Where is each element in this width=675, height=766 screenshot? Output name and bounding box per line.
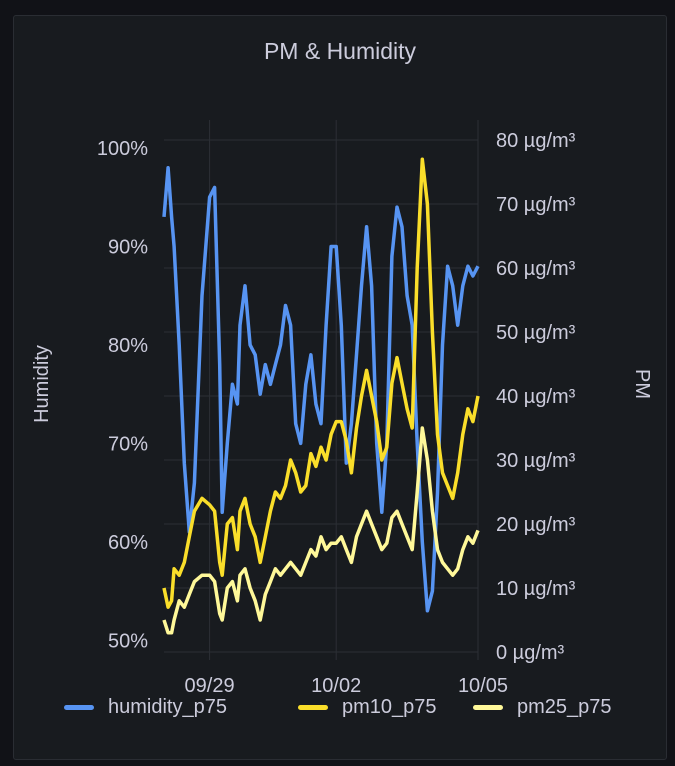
legend-label: pm10_p75: [342, 696, 437, 718]
legend-swatch: [473, 705, 503, 710]
legend-item-pm25_p75[interactable]: pm25_p75: [473, 696, 612, 719]
y-left-tick-label: 90%: [108, 236, 148, 258]
y-right-tick-label: 30 µg/m³: [496, 450, 576, 472]
y-left-tick-label: 60%: [108, 532, 148, 554]
chart-panel: PM & Humidity: [13, 15, 667, 760]
y-left-tick-label: 80%: [108, 335, 148, 357]
series-line-pm25_p75: [162, 426, 480, 635]
legend-label: pm25_p75: [517, 696, 612, 718]
legend-item-humidity_p75[interactable]: humidity_p75: [64, 696, 227, 719]
y-left-tick-label: 50%: [108, 630, 148, 652]
legend-label: humidity_p75: [108, 696, 227, 718]
y-left-tick-label: 100%: [97, 138, 148, 160]
y-right-tick-label: 0 µg/m³: [496, 642, 565, 664]
legend: humidity_p75 pm10_p75 pm25_p75: [0, 696, 675, 726]
legend-swatch: [64, 705, 94, 710]
series-line-pm10_p75: [162, 157, 480, 609]
y-right-tick-label: 80 µg/m³: [496, 130, 576, 152]
y-right-tick-label: 10 µg/m³: [496, 578, 576, 600]
x-tick-label: 09/29: [185, 675, 235, 697]
series-line-humidity_p75: [162, 165, 480, 613]
x-tick-label: 10/05: [458, 675, 508, 697]
legend-swatch: [298, 705, 328, 710]
y-right-tick-label: 70 µg/m³: [496, 194, 576, 216]
y-right-axis-label: PM: [631, 369, 653, 399]
y-right-tick-label: 50 µg/m³: [496, 322, 576, 344]
y-left-axis-label: Humidity: [31, 345, 53, 423]
y-right-tick-label: 20 µg/m³: [496, 514, 576, 536]
chart-title: PM & Humidity: [263, 38, 417, 64]
x-tick-label: 10/02: [311, 675, 361, 697]
y-right-tick-label: 60 µg/m³: [496, 258, 576, 280]
y-right-tick-label: 40 µg/m³: [496, 386, 576, 408]
y-left-tick-label: 70%: [108, 433, 148, 455]
legend-item-pm10_p75[interactable]: pm10_p75: [298, 696, 437, 719]
